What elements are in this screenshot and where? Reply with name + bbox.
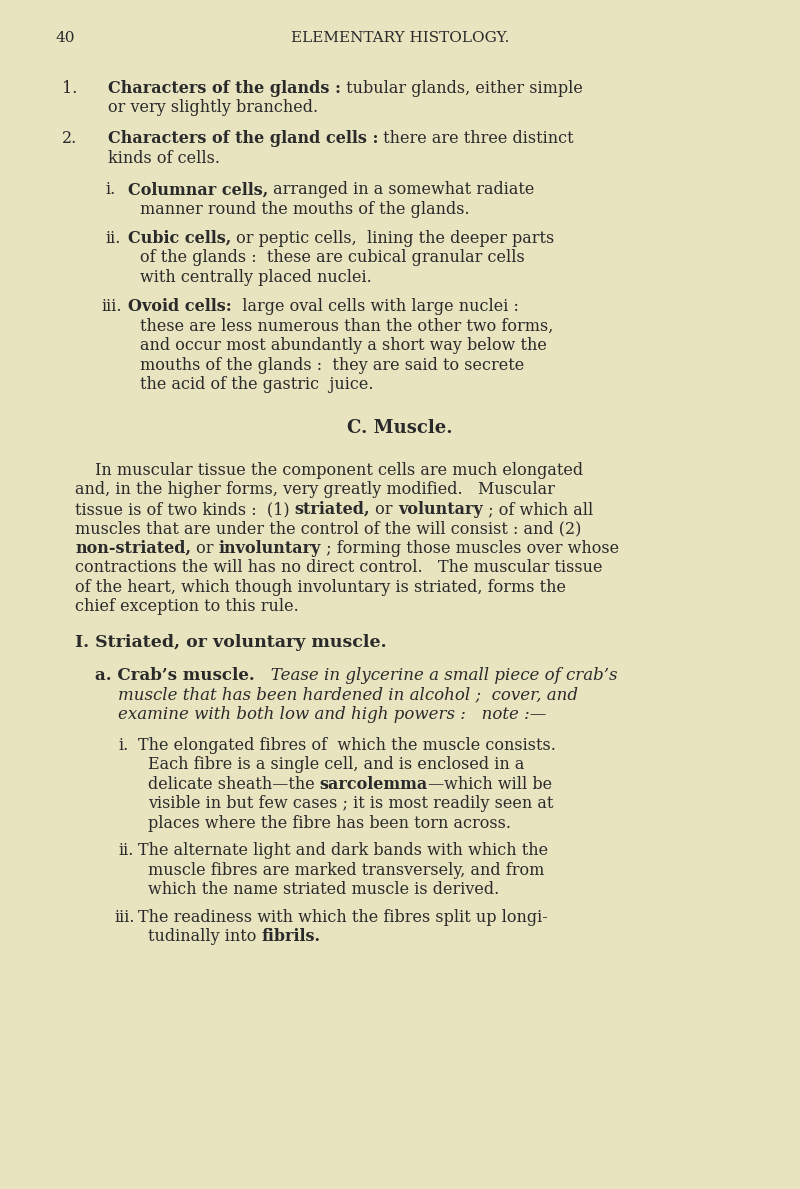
Text: Cubic cells,: Cubic cells, <box>128 229 231 247</box>
Text: ELEMENTARY HISTOLOGY.: ELEMENTARY HISTOLOGY. <box>291 31 509 45</box>
Text: I. Striated, or voluntary muscle.: I. Striated, or voluntary muscle. <box>75 634 386 650</box>
Text: The readiness with which the fibres split up longi-: The readiness with which the fibres spli… <box>138 908 548 925</box>
Text: involuntary: involuntary <box>218 540 321 556</box>
Text: and occur most abundantly a short way below the: and occur most abundantly a short way be… <box>140 338 547 354</box>
Text: arranged in a somewhat radiate: arranged in a somewhat radiate <box>268 181 534 199</box>
Text: delicate sheath—the: delicate sheath—the <box>148 776 320 793</box>
Text: sarcolemma: sarcolemma <box>320 776 428 793</box>
Text: muscle fibres are marked transversely, and from: muscle fibres are marked transversely, a… <box>148 862 544 879</box>
Text: or very slightly branched.: or very slightly branched. <box>108 99 318 117</box>
Text: C. Muscle.: C. Muscle. <box>347 419 453 438</box>
Text: voluntary: voluntary <box>398 501 482 518</box>
Text: muscles that are under the control of the will consist : and (2): muscles that are under the control of th… <box>75 521 582 537</box>
Text: contractions the will has no direct control.   The muscular tissue: contractions the will has no direct cont… <box>75 560 602 577</box>
Text: Each fibre is a single cell, and is enclosed in a: Each fibre is a single cell, and is encl… <box>148 756 524 773</box>
Text: Columnar cells,: Columnar cells, <box>128 181 268 199</box>
Text: Characters of the gland cells :: Characters of the gland cells : <box>108 131 378 147</box>
Text: kinds of cells.: kinds of cells. <box>108 150 220 166</box>
Text: these are less numerous than the other two forms,: these are less numerous than the other t… <box>140 317 554 334</box>
Text: mouths of the glands :  they are said to secrete: mouths of the glands : they are said to … <box>140 357 524 373</box>
Text: iii.: iii. <box>101 298 122 315</box>
Text: tissue is of two kinds :  (1): tissue is of two kinds : (1) <box>75 501 294 518</box>
Text: iii.: iii. <box>114 908 134 925</box>
Text: or peptic cells,  lining the deeper parts: or peptic cells, lining the deeper parts <box>231 229 554 247</box>
Text: the acid of the gastric  juice.: the acid of the gastric juice. <box>140 376 374 394</box>
Text: The alternate light and dark bands with which the: The alternate light and dark bands with … <box>138 842 548 860</box>
Text: ii.: ii. <box>118 842 134 860</box>
Text: i.: i. <box>118 737 128 754</box>
Text: 40: 40 <box>55 31 74 45</box>
Text: In muscular tissue the component cells are much elongated: In muscular tissue the component cells a… <box>95 463 583 479</box>
Text: non-striated,: non-striated, <box>75 540 191 556</box>
Text: fibrils.: fibrils. <box>262 927 321 945</box>
Text: or: or <box>191 540 218 556</box>
Text: of the glands :  these are cubical granular cells: of the glands : these are cubical granul… <box>140 250 525 266</box>
Text: which the name striated muscle is derived.: which the name striated muscle is derive… <box>148 881 499 898</box>
Text: places where the fibre has been torn across.: places where the fibre has been torn acr… <box>148 814 511 832</box>
Text: ; of which all: ; of which all <box>482 501 593 518</box>
Text: 2.: 2. <box>62 131 78 147</box>
Text: tubular glands, either simple: tubular glands, either simple <box>341 80 583 96</box>
Text: visible in but few cases ; it is most readily seen at: visible in but few cases ; it is most re… <box>148 795 554 812</box>
Text: i.: i. <box>105 181 115 199</box>
Text: Ovoid cells:: Ovoid cells: <box>128 298 232 315</box>
Text: tudinally into: tudinally into <box>148 927 262 945</box>
Text: with centrally placed nuclei.: with centrally placed nuclei. <box>140 269 372 285</box>
Text: large oval cells with large nuclei :: large oval cells with large nuclei : <box>232 298 518 315</box>
Text: muscle that has been hardened in alcohol ;  cover, and: muscle that has been hardened in alcohol… <box>118 686 578 703</box>
Text: striated,: striated, <box>294 501 370 518</box>
Text: Characters of the glands :: Characters of the glands : <box>108 80 341 96</box>
Text: chief exception to this rule.: chief exception to this rule. <box>75 598 298 616</box>
Text: examine with both low and high powers :   note :—: examine with both low and high powers : … <box>118 706 546 723</box>
Text: ii.: ii. <box>105 229 120 247</box>
Text: and, in the higher forms, very greatly modified.   Muscular: and, in the higher forms, very greatly m… <box>75 482 555 498</box>
Text: there are three distinct: there are three distinct <box>378 131 574 147</box>
Text: The elongated fibres of  which the muscle consists.: The elongated fibres of which the muscle… <box>138 737 556 754</box>
Text: or: or <box>370 501 398 518</box>
Text: of the heart, which though involuntary is striated, forms the: of the heart, which though involuntary i… <box>75 579 566 596</box>
Text: ; forming those muscles over whose: ; forming those muscles over whose <box>321 540 619 556</box>
Text: 1.: 1. <box>62 80 78 96</box>
Text: —which will be: —which will be <box>428 776 552 793</box>
Text: a. Crab’s muscle.: a. Crab’s muscle. <box>95 667 254 684</box>
Text: manner round the mouths of the glands.: manner round the mouths of the glands. <box>140 201 470 218</box>
Text: Tease in glycerine a small piece of crab’s: Tease in glycerine a small piece of crab… <box>254 667 618 684</box>
